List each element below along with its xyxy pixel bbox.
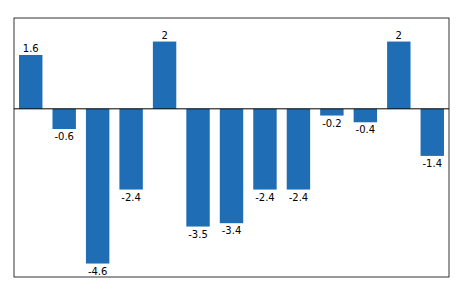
bar (86, 109, 109, 264)
data-label: -0.2 (322, 118, 342, 129)
bar (421, 109, 444, 156)
frame (14, 18, 449, 277)
data-labels: 1.6 -0.6 -4.6 -2.4 2 -3.5 -3.4 -2.4 -2.4 -0.2 -0.4… (23, 30, 442, 277)
data-label: -3.5 (188, 229, 208, 240)
data-label: -1.4 (423, 158, 443, 169)
bar (153, 42, 176, 109)
bar (354, 109, 377, 122)
data-label: -2.4 (121, 192, 141, 203)
bar (19, 55, 42, 109)
bar (119, 109, 142, 190)
data-label: -3.4 (222, 225, 242, 236)
bar (220, 109, 243, 223)
bar (287, 109, 310, 190)
data-label: -0.6 (54, 131, 74, 142)
data-label: 2 (161, 30, 167, 41)
data-label: -0.4 (356, 124, 376, 135)
bars (19, 42, 444, 264)
data-label: -4.6 (88, 266, 108, 277)
bar (253, 109, 276, 190)
baseline (14, 108, 449, 109)
data-label: 2 (396, 30, 402, 41)
data-label: 1.6 (23, 43, 39, 54)
chart: 1.6 -0.6 -4.6 -2.4 2 -3.5 -3.4 -2.4 -2.4 -0.2 -0.4… (0, 0, 463, 295)
bar (387, 42, 410, 109)
data-label: -2.4 (255, 192, 275, 203)
bar (186, 109, 209, 227)
bar (52, 109, 75, 129)
bar (320, 109, 343, 116)
data-label: -2.4 (289, 192, 309, 203)
